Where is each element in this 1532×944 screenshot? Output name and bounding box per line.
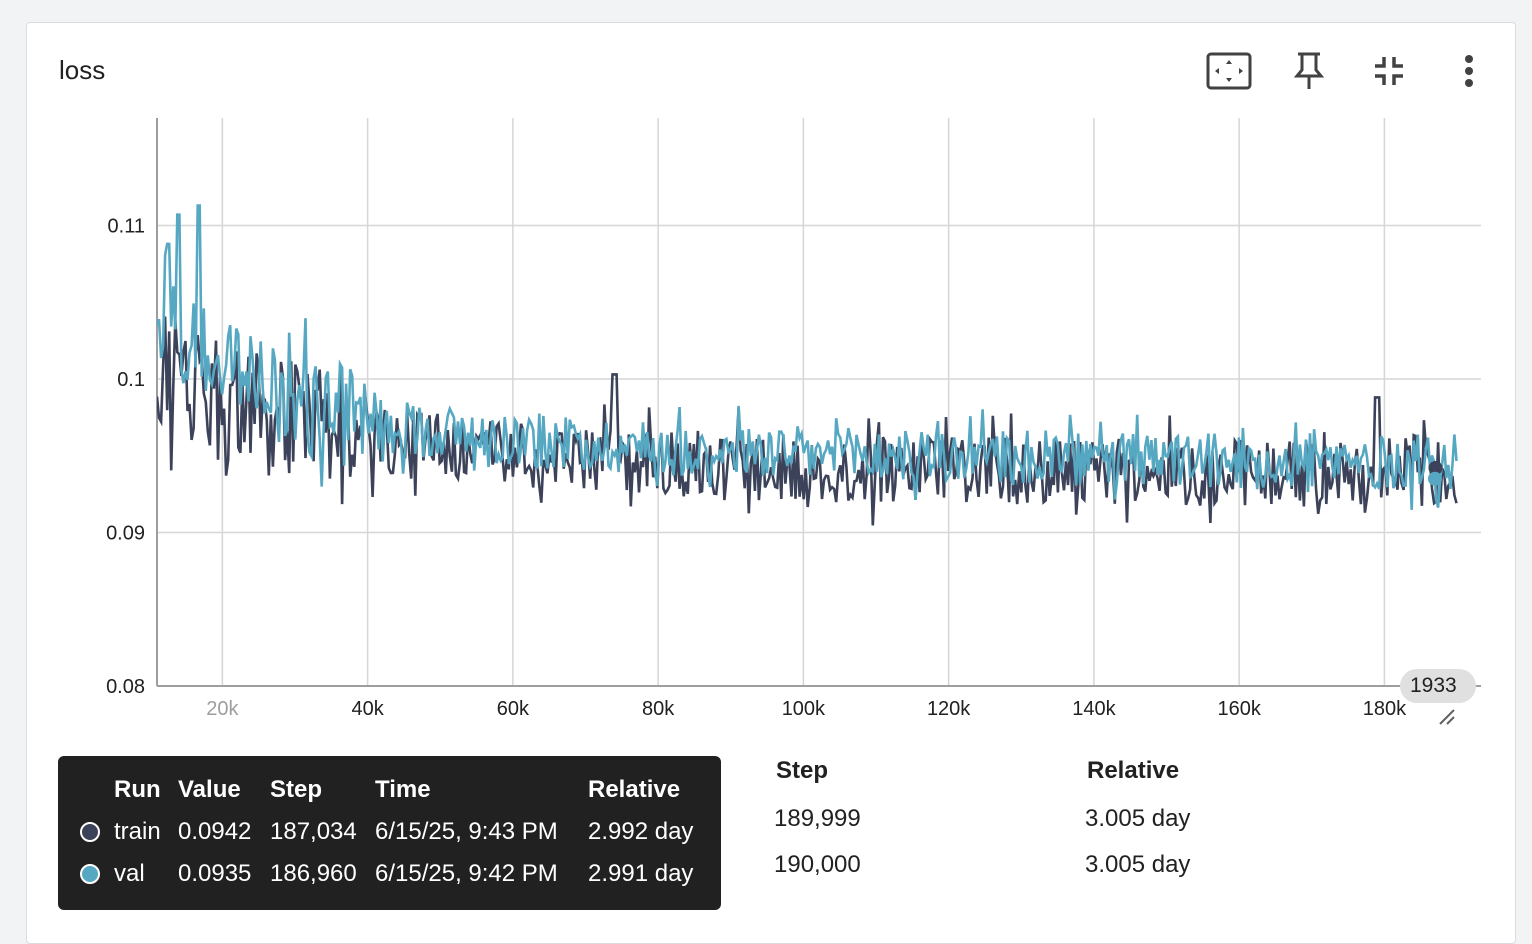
collapse-button[interactable] xyxy=(1363,49,1415,93)
pin-icon xyxy=(1294,52,1324,89)
train-hover-point xyxy=(1428,461,1443,476)
x-tick-label: 180k xyxy=(1363,698,1407,720)
tooltip-value: 0.0942 xyxy=(178,818,252,845)
x-axis-step-badge: 1933 xyxy=(1400,669,1476,703)
x-tick-label: 40k xyxy=(351,698,384,720)
y-tick-label: 0.1 xyxy=(117,369,145,391)
col-header-step: Step xyxy=(776,757,829,784)
tooltip-header-value: Value xyxy=(178,776,241,803)
tooltip-relative: 2.991 day xyxy=(588,860,694,887)
line-chart[interactable]: 20k 40k 60k 80k 100k 120k 140k 160k 180k 0.11 0.1 0… xyxy=(0,0,1532,760)
table-cell-relative: 3.005 day xyxy=(1085,851,1191,878)
tooltip-time: 6/15/25, 9:42 PM xyxy=(375,860,558,887)
series-line-train xyxy=(157,316,1458,526)
tooltip-header-run: Run xyxy=(114,776,161,803)
resize-handle-icon[interactable] xyxy=(1436,706,1456,726)
tooltip-step: 187,034 xyxy=(270,818,357,845)
fit-domain-button[interactable] xyxy=(1203,49,1255,93)
x-tick-label: 120k xyxy=(927,698,971,720)
val-swatch xyxy=(80,864,100,884)
table-cell-relative: 3.005 day xyxy=(1085,805,1191,832)
train-swatch xyxy=(80,822,100,842)
x-tick-label: 80k xyxy=(642,698,675,720)
card-title: loss xyxy=(59,55,106,85)
more-vert-icon xyxy=(1465,55,1473,87)
x-tick-label: 160k xyxy=(1217,698,1261,720)
fit-domain-icon xyxy=(1206,52,1252,90)
card-toolbar xyxy=(1203,49,1495,93)
collapse-icon xyxy=(1375,57,1403,85)
y-tick-label: 0.09 xyxy=(106,522,145,544)
tooltip-relative: 2.992 day xyxy=(588,818,694,845)
table-cell-step: 189,999 xyxy=(774,805,861,832)
tooltip-run: train xyxy=(114,818,161,845)
tooltip-header-step: Step xyxy=(270,776,323,803)
y-tick-label: 0.11 xyxy=(108,215,145,237)
pin-button[interactable] xyxy=(1283,49,1335,93)
val-hover-point xyxy=(1427,471,1442,486)
tooltip-value: 0.0935 xyxy=(178,860,252,887)
table-cell-step: 190,000 xyxy=(774,851,861,878)
more-menu-button[interactable] xyxy=(1443,49,1495,93)
series-line-val xyxy=(157,204,1458,510)
col-header-relative: Relative xyxy=(1087,757,1180,784)
tooltip-header-relative: Relative xyxy=(588,776,681,803)
x-tick-label: 60k xyxy=(497,698,530,720)
tooltip-header-time: Time xyxy=(375,776,431,803)
tooltip-step: 186,960 xyxy=(270,860,357,887)
tooltip-run: val xyxy=(114,860,145,887)
x-tick-label: 100k xyxy=(782,698,826,720)
tooltip-time: 6/15/25, 9:43 PM xyxy=(375,818,558,845)
y-tick-label: 0.08 xyxy=(106,676,145,698)
x-tick-label: 140k xyxy=(1072,698,1116,720)
hover-tooltip: Run Value Step Time Relative train 0.094… xyxy=(58,756,721,910)
x-tick-label: 20k xyxy=(206,698,239,720)
